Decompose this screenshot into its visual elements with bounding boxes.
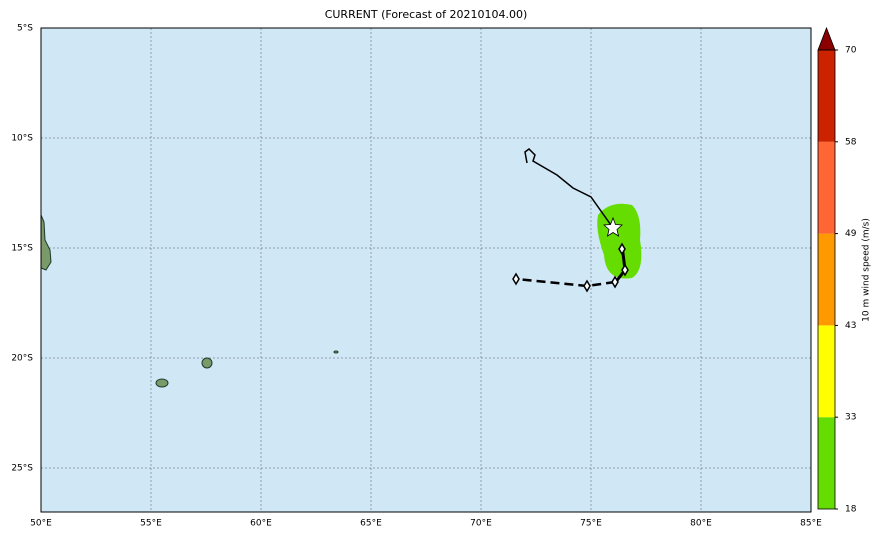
ocean — [41, 28, 811, 512]
colorbar-tick-label: 70 — [845, 46, 857, 56]
colorbar-tick-label: 49 — [845, 229, 857, 239]
colorbar-tick-label: 43 — [845, 321, 856, 331]
x-tick-label: 60°E — [250, 519, 272, 529]
colorbar-segment — [818, 233, 835, 326]
past-track — [524, 148, 614, 229]
storm-track — [512, 148, 642, 293]
rodrigues — [333, 350, 339, 354]
track-marker — [621, 263, 629, 277]
y-tick-label: 10°S — [11, 134, 33, 144]
colorbar-tick-label: 18 — [845, 505, 857, 515]
reunion — [155, 378, 169, 388]
land — [40, 214, 339, 388]
x-tick-label: 75°E — [580, 519, 602, 529]
x-tick-label: 55°E — [140, 519, 162, 529]
colorbar-tick-label: 58 — [845, 137, 857, 147]
y-tick-label: 15°S — [11, 244, 33, 254]
colorbar-label: 10 m wind speed (m/s) — [862, 218, 872, 322]
map-frame — [40, 27, 812, 513]
x-tick-label: 65°E — [360, 519, 382, 529]
track-marker — [583, 279, 591, 293]
x-tick-label: 70°E — [470, 519, 492, 529]
colorbar-segment — [818, 50, 835, 142]
track-marker — [512, 272, 520, 286]
track-marker — [611, 275, 619, 289]
mauritius — [201, 357, 213, 369]
track-marker — [618, 242, 626, 256]
y-tick-label: 5°S — [17, 24, 33, 34]
colorbar-segment — [818, 141, 835, 234]
colorbar-extension — [817, 26, 836, 51]
y-tick-label: 25°S — [11, 464, 33, 474]
madagascar — [40, 214, 52, 271]
title: CURRENT (Forecast of 20210104.00) — [325, 8, 528, 21]
current-position — [603, 216, 623, 237]
x-tick-label: 80°E — [690, 519, 712, 529]
colorbar-segment — [818, 417, 835, 509]
y-tick-label: 20°S — [11, 354, 33, 364]
x-tick-label: 50°E — [30, 519, 52, 529]
colorbar-segment — [818, 325, 835, 418]
x-tick-label: 85°E — [800, 519, 822, 529]
colorbar-frame — [817, 49, 836, 510]
colorbar-tick-label: 33 — [845, 413, 856, 423]
